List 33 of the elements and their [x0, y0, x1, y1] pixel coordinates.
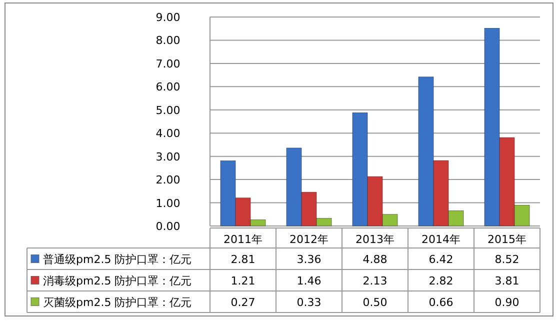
y-tick-label: 6.00 — [156, 80, 180, 94]
x-tick-label: 2014年 — [422, 233, 460, 246]
data-label: 0.90 — [494, 296, 520, 309]
data-label: 3.81 — [494, 274, 520, 288]
data-label: 1.21 — [230, 274, 256, 288]
y-tick-label: 2.00 — [156, 174, 180, 187]
data-label: 0.27 — [230, 296, 256, 309]
data-label: 8.52 — [494, 252, 520, 266]
y-tick-label: 9.00 — [156, 11, 180, 24]
data-label: 3.36 — [296, 252, 322, 266]
y-tick-label: 8.00 — [156, 34, 180, 48]
y-tick-label: 3.00 — [156, 150, 180, 164]
x-tick-label: 2012年 — [290, 233, 328, 246]
x-tick-label: 2013年 — [356, 233, 394, 246]
legend-label: 灭菌级pm2.5 防护口罩：亿元 — [43, 296, 192, 309]
y-tick-label: 5.00 — [156, 104, 180, 117]
data-label: 2.13 — [362, 274, 388, 288]
data-label: 4.88 — [362, 252, 388, 266]
data-label: 6.42 — [428, 252, 454, 266]
x-tick-label: 2015年 — [488, 233, 526, 246]
y-tick-label: 4.00 — [156, 127, 180, 140]
data-label: 2.81 — [230, 252, 256, 266]
y-tick-label: 1.00 — [156, 196, 180, 210]
data-label: 0.66 — [428, 296, 454, 309]
legend-label: 普通级pm2.5 防护口罩：亿元 — [43, 252, 192, 266]
data-label: 2.82 — [428, 274, 454, 288]
data-label: 0.33 — [296, 296, 322, 309]
data-label: 1.46 — [296, 274, 322, 288]
x-tick-label: 2011年 — [224, 233, 262, 246]
y-tick-label: 0.00 — [156, 220, 180, 233]
legend-label: 消毒级pm2.5 防护口罩：亿元 — [43, 274, 192, 288]
y-tick-label: 7.00 — [156, 57, 180, 70]
data-label: 0.50 — [362, 296, 388, 309]
